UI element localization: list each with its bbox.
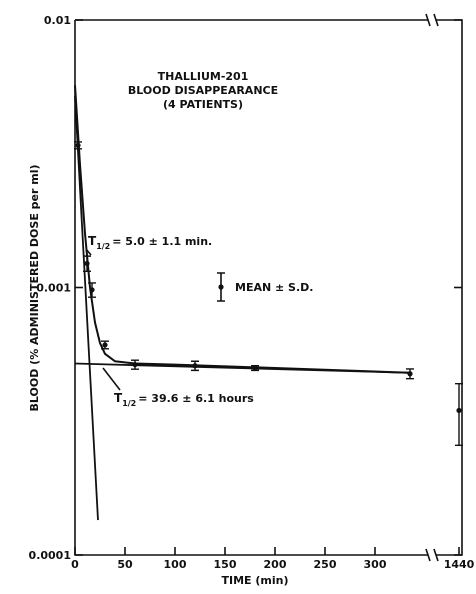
- error-bar: [455, 382, 463, 447]
- data-point: [456, 407, 462, 414]
- x-tick-label: 300: [364, 558, 387, 571]
- annotation-subscript: 1/2: [122, 399, 136, 408]
- data-point: [132, 361, 138, 368]
- annotation-subscript: 1/2: [96, 242, 110, 251]
- title-line: THALLIUM-201: [158, 70, 249, 83]
- y-axis-label: BLOOD (% ADMINISTERED DOSE per ml): [28, 164, 41, 411]
- data-point: [89, 287, 95, 293]
- annotation: T1/2 = 5.0 ± 1.1 min.: [88, 234, 212, 251]
- x-tick-label: 250: [314, 558, 337, 571]
- legend-label: MEAN ± S.D.: [235, 281, 313, 294]
- data-point: [192, 363, 198, 369]
- x-tick-label: 1440: [444, 558, 475, 571]
- x-tick-label: 100: [164, 558, 187, 571]
- annotation-text: = 5.0 ± 1.1 min.: [112, 235, 212, 248]
- x-axis-label: TIME (min): [221, 574, 288, 587]
- annotation-text: T: [88, 234, 97, 248]
- x-tick-label: 0: [71, 558, 79, 571]
- data-point: [407, 371, 413, 377]
- title-line: (4 PATIENTS): [163, 98, 243, 111]
- y-tick-label: 0.0001: [29, 549, 71, 562]
- data-point: [84, 260, 90, 267]
- slow-component-line: [74, 362, 411, 374]
- y-tick-label: 0.001: [36, 282, 71, 295]
- annotation-text: T: [114, 391, 123, 405]
- fast-component-line: [74, 95, 99, 521]
- annotation: T1/2 = 39.6 ± 6.1 hours: [114, 391, 254, 408]
- data-point: [102, 342, 108, 348]
- annotation-arrow: [102, 367, 121, 391]
- y-tick-label: 0.01: [44, 14, 71, 27]
- data-point: [252, 365, 258, 371]
- annotation-text: = 39.6 ± 6.1 hours: [138, 392, 254, 405]
- x-tick-label: 150: [214, 558, 237, 571]
- title-line: BLOOD DISAPPEARANCE: [128, 84, 278, 97]
- x-tick-label: 50: [117, 558, 133, 571]
- axis-break: [425, 13, 439, 562]
- legend-marker: [218, 284, 224, 290]
- x-tick-label: 200: [264, 558, 287, 571]
- fit-curve: [74, 85, 411, 374]
- data-point: [75, 142, 81, 148]
